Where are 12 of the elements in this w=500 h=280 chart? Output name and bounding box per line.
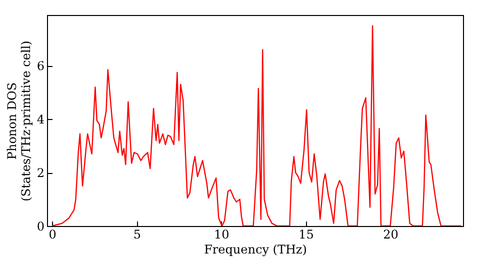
y-tick-label: 6 — [36, 59, 44, 74]
text: (States/THz·primitive cell) — [18, 40, 33, 202]
x-tick-label: 20 — [383, 228, 398, 242]
x-tick-label: 15 — [298, 228, 314, 242]
x-axis-title: Frequency (THz) — [204, 242, 307, 256]
x-tick-label: 10 — [214, 228, 230, 242]
x-tick-label: 5 — [133, 228, 141, 242]
x-tick-label: 0 — [48, 228, 56, 242]
text: Phonon DOS — [4, 82, 19, 160]
y-tick-label: 2 — [36, 166, 44, 180]
line-series — [51, 25, 462, 226]
y-tick-label: 4 — [36, 112, 45, 127]
